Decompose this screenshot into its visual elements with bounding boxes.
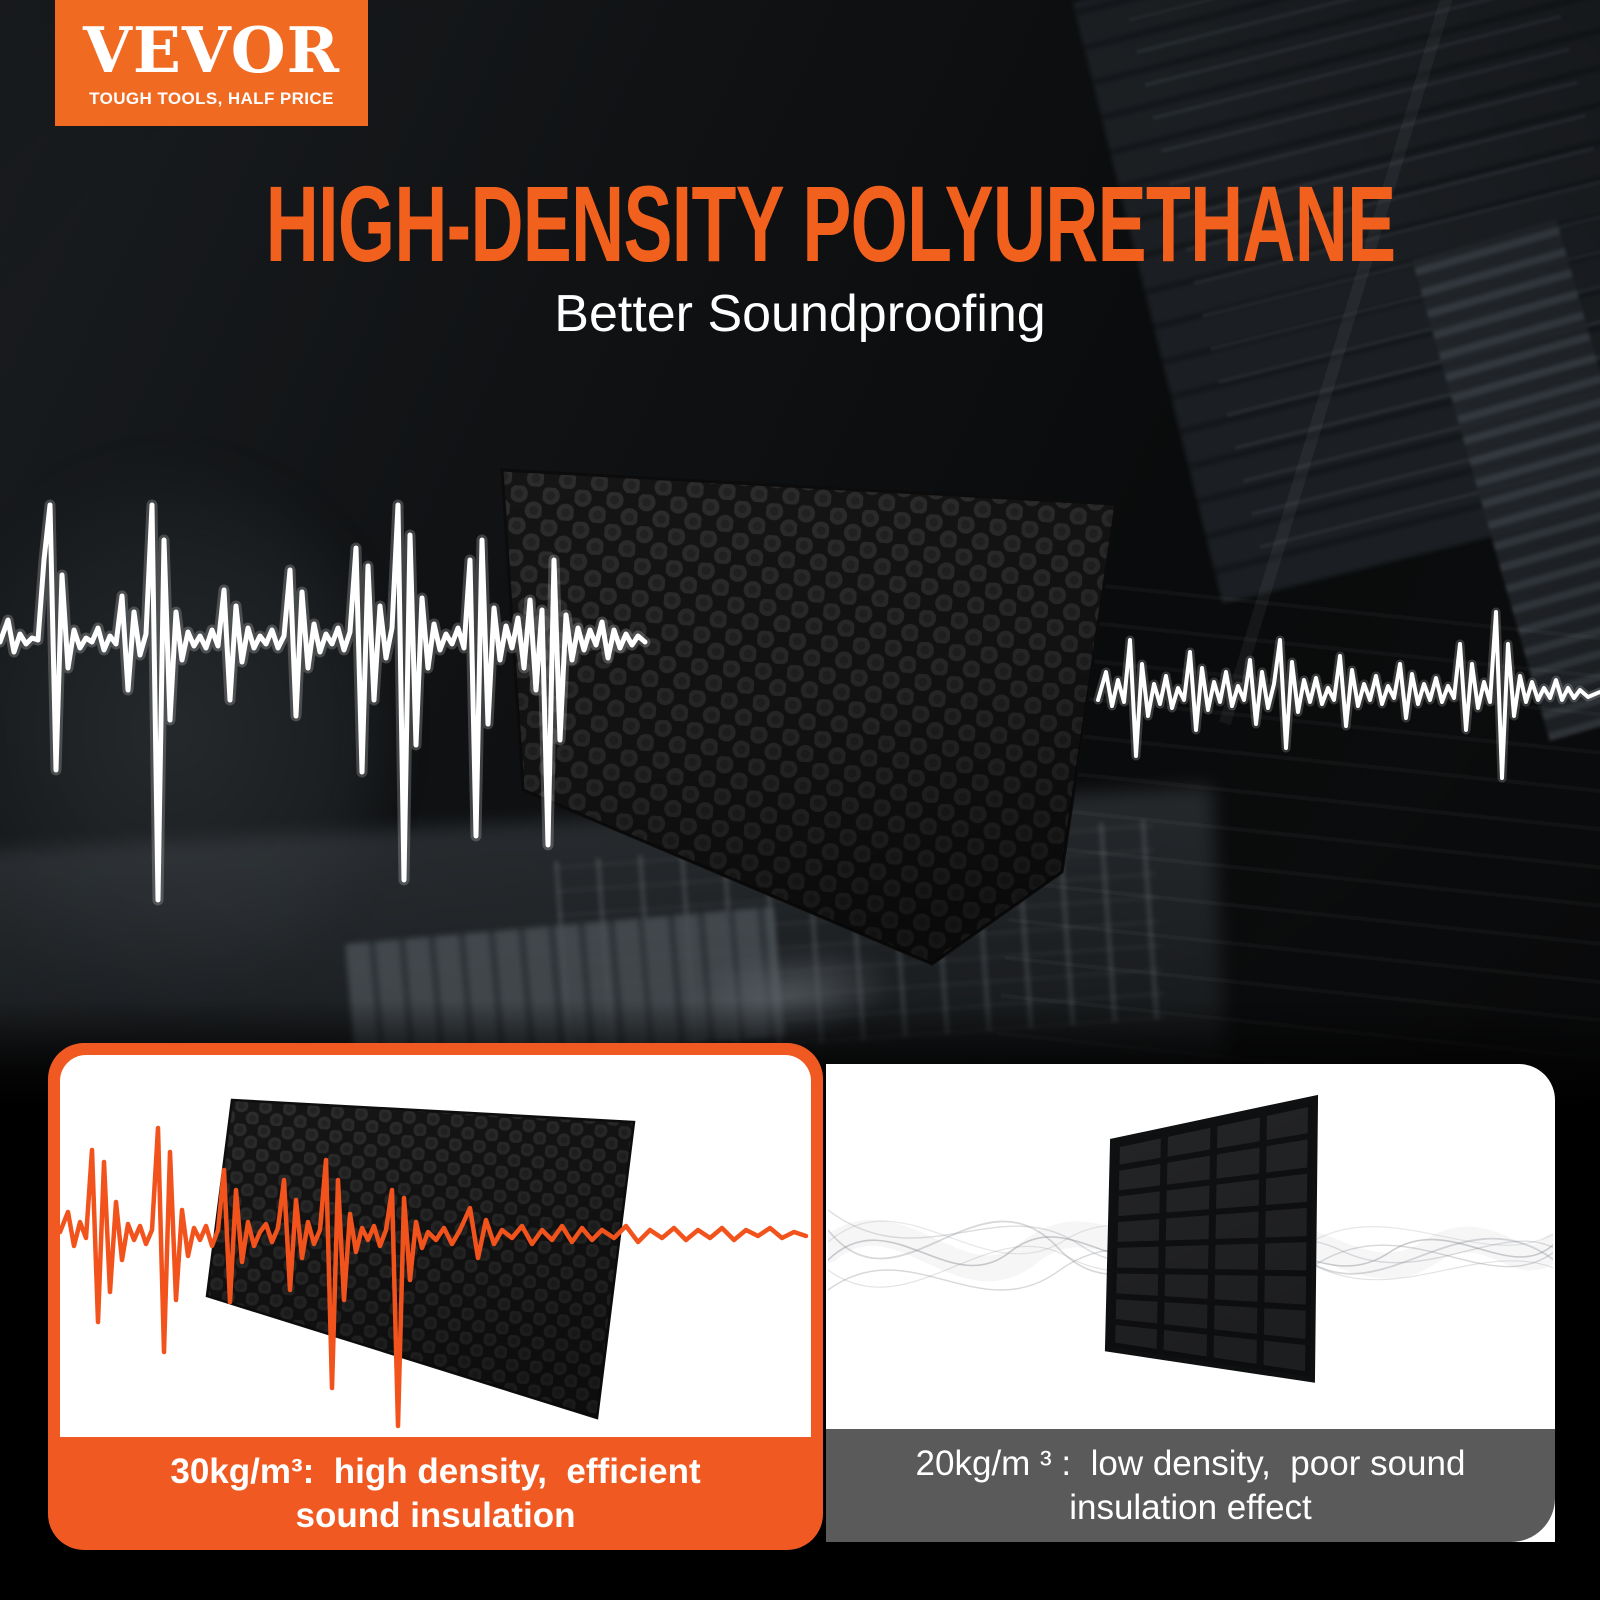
high-density-caption-line1: 30kg/m³: high density, efficient bbox=[170, 1451, 701, 1491]
page-title-text: HIGH-DENSITY POLYURETHANE bbox=[265, 163, 1396, 284]
high-density-caption-line2: sound insulation bbox=[295, 1495, 576, 1535]
brand-tagline: TOUGH TOOLS, HALF PRICE bbox=[89, 89, 334, 108]
high-density-panel-area bbox=[60, 1055, 811, 1437]
brand-logo: VEVOR TOUGH TOOLS, HALF PRICE bbox=[55, 0, 368, 126]
low-density-caption-line1: 20kg/m ³ : low density, poor sound bbox=[915, 1443, 1466, 1483]
page-title: HIGH-DENSITY POLYURETHANE bbox=[0, 170, 1600, 278]
page-subtitle: Better Soundproofing bbox=[554, 285, 1046, 343]
low-density-card: 20kg/m ³ : low density, poor sound insul… bbox=[826, 1064, 1555, 1542]
high-density-card: 30kg/m³: high density, efficient sound i… bbox=[48, 1043, 823, 1550]
high-density-caption: 30kg/m³: high density, efficient sound i… bbox=[48, 1437, 823, 1550]
low-density-caption: 20kg/m ³ : low density, poor sound insul… bbox=[826, 1429, 1555, 1542]
low-density-caption-line2: insulation effect bbox=[1069, 1487, 1312, 1527]
brand-logo-text: VEVOR bbox=[83, 13, 340, 87]
